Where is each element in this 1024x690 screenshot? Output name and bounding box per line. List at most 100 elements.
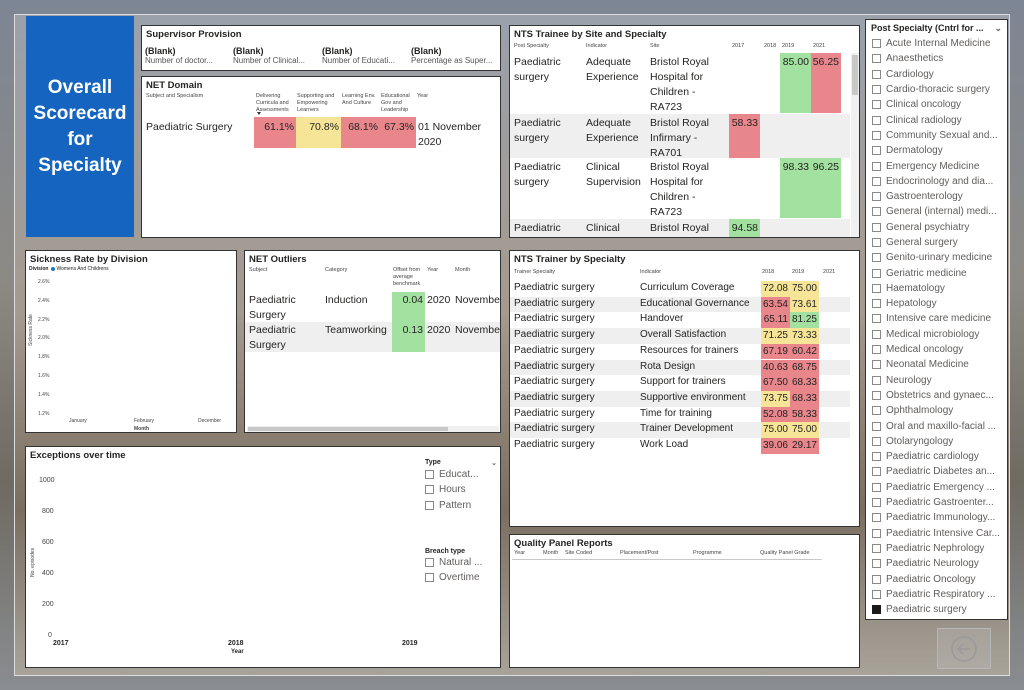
table-row[interactable]: Paediatric surgery Handover 65.11 81.25 xyxy=(510,312,850,329)
checkbox[interactable] xyxy=(872,222,881,232)
checkbox[interactable] xyxy=(872,513,881,523)
checkbox[interactable] xyxy=(872,360,881,370)
slicer-option[interactable]: Paediatric Nephrology xyxy=(872,541,1005,556)
checkbox[interactable] xyxy=(425,558,434,568)
column-header[interactable]: Quality Panel Grade xyxy=(760,550,810,556)
column-header[interactable]: Indicator xyxy=(640,269,662,275)
vertical-scrollbar[interactable] xyxy=(851,53,859,237)
checkbox[interactable] xyxy=(872,207,881,217)
table-row[interactable]: Paediatric surgery Rota Design 40.63 68.75 xyxy=(510,359,850,376)
type-option[interactable]: Hours xyxy=(425,482,497,497)
slicer-option[interactable]: Ophthalmology xyxy=(872,403,1005,418)
column-header[interactable]: 2018 xyxy=(764,43,777,49)
checkbox[interactable] xyxy=(872,314,881,324)
checkbox[interactable] xyxy=(425,500,434,510)
column-header[interactable]: Year xyxy=(417,93,429,99)
slicer-option[interactable]: Community Sexual and... xyxy=(872,128,1005,143)
column-header[interactable]: 2021 xyxy=(823,269,836,275)
legend-item[interactable]: Womens And Childrens xyxy=(56,266,109,272)
slicer-option[interactable]: Cardio-thoracic surgery xyxy=(872,82,1005,97)
table-row[interactable]: Paediatric surgery Resources for trainers… xyxy=(510,343,850,360)
slicer-option[interactable]: Paediatric surgery xyxy=(872,602,1005,617)
table-row[interactable]: Paediatric surgery Time for training 52.08… xyxy=(510,406,850,423)
checkbox[interactable] xyxy=(872,390,881,400)
table-row[interactable]: Paediatric surgery Support for trainers 67… xyxy=(510,375,850,391)
scroll-thumb[interactable] xyxy=(852,55,858,95)
slicer-option[interactable]: Emergency Medicine xyxy=(872,158,1005,173)
slicer-option[interactable]: Haematology xyxy=(872,281,1005,296)
column-header[interactable]: Programme xyxy=(693,550,722,556)
table-row[interactable]: Paediatric surgery Work Load 39.06 29.17 xyxy=(510,438,850,454)
table-row[interactable]: Paediatric surgery Adequate Experience B… xyxy=(510,53,850,114)
table-row[interactable]: Paediatric surgery Curriculum Coverage 72.… xyxy=(510,281,850,297)
slicer-option[interactable]: Oral and maxillo-facial ... xyxy=(872,418,1005,433)
chevron-down-icon[interactable]: ⌄ xyxy=(491,460,497,467)
checkbox[interactable] xyxy=(872,482,881,492)
slicer-option[interactable]: Hepatology xyxy=(872,296,1005,311)
column-header[interactable]: Post Specialty xyxy=(514,43,549,49)
column-header[interactable]: Learning Env. And Culture xyxy=(342,93,376,106)
checkbox[interactable] xyxy=(872,238,881,247)
column-header[interactable]: Site xyxy=(650,43,660,49)
table-row[interactable]: Paediatric surgery Educational Governance… xyxy=(510,296,850,313)
checkbox[interactable] xyxy=(872,605,881,615)
table-row[interactable]: Paediatric Surgery Induction 0.04 2020 N… xyxy=(245,292,500,322)
checkbox[interactable] xyxy=(872,54,881,64)
table-row[interactable]: Paediatric surgery Clinical Supervision … xyxy=(510,158,850,219)
checkbox[interactable] xyxy=(872,69,881,79)
slicer-option[interactable]: Dermatology xyxy=(872,143,1005,158)
checkbox[interactable] xyxy=(872,268,881,278)
slicer-option[interactable]: Gastroenterology xyxy=(872,189,1005,204)
checkbox[interactable] xyxy=(425,573,434,583)
checkbox[interactable] xyxy=(872,406,881,416)
slicer-option[interactable]: Paediatric Oncology xyxy=(872,571,1005,586)
slicer-option[interactable]: Clinical oncology xyxy=(872,97,1005,112)
slicer-option[interactable]: Paediatric Immunology... xyxy=(872,510,1005,525)
slicer-option[interactable]: Cardiology xyxy=(872,67,1005,82)
checkbox[interactable] xyxy=(872,299,881,309)
checkbox[interactable] xyxy=(872,345,881,355)
checkbox[interactable] xyxy=(872,559,881,569)
checkbox[interactable] xyxy=(872,85,881,95)
slicer-option[interactable]: Acute Internal Medicine xyxy=(872,36,1005,51)
slicer-option[interactable]: Paediatric Intensive Car... xyxy=(872,526,1005,541)
column-header[interactable]: 2019 xyxy=(792,269,805,275)
slicer-option[interactable]: Otolaryngology xyxy=(872,434,1005,449)
checkbox[interactable] xyxy=(872,100,881,110)
column-header[interactable]: Month xyxy=(455,267,471,273)
type-option[interactable]: Educat... xyxy=(425,467,497,482)
slicer-option[interactable]: Geriatric medicine xyxy=(872,265,1005,280)
checkbox[interactable] xyxy=(872,467,881,477)
column-header[interactable]: Category xyxy=(325,267,348,273)
scroll-thumb[interactable] xyxy=(248,427,448,431)
column-header[interactable]: Trainer Specialty xyxy=(514,269,556,275)
checkbox[interactable] xyxy=(425,485,434,495)
column-header[interactable]: Educational Gov and Leadership xyxy=(381,93,410,113)
slicer-option[interactable]: Anaesthetics xyxy=(872,51,1005,66)
slicer-option[interactable]: Neurology xyxy=(872,373,1005,388)
table-row[interactable]: Paediatric surgery Trainer Development 75.… xyxy=(510,422,850,438)
checkbox[interactable] xyxy=(872,253,881,263)
checkbox[interactable] xyxy=(872,161,881,171)
slicer-option[interactable]: Paediatric Gastroenter... xyxy=(872,495,1005,510)
table-row[interactable]: Paediatric surgery Adequate Experience B… xyxy=(510,114,850,159)
slicer-option[interactable]: Endocrinology and dia... xyxy=(872,174,1005,189)
column-header[interactable]: Placement/Post xyxy=(620,550,659,556)
slicer-option[interactable]: Obstetrics and gynaec... xyxy=(872,388,1005,403)
table-row[interactable]: Paediatric surgery Overall Satisfaction 71… xyxy=(510,328,850,344)
table-row[interactable]: Paediatric Surgery Teamworking 0.13 2020… xyxy=(245,322,500,352)
breach-option[interactable]: Natural ... xyxy=(425,555,497,570)
checkbox[interactable] xyxy=(872,574,881,584)
checkbox[interactable] xyxy=(425,470,434,480)
slicer-option[interactable]: Medical microbiology xyxy=(872,327,1005,342)
checkbox[interactable] xyxy=(872,375,881,385)
slicer-option[interactable]: Paediatric Respiratory ... xyxy=(872,587,1005,602)
checkbox[interactable] xyxy=(872,452,881,462)
slicer-option[interactable]: Paediatric Neurology xyxy=(872,556,1005,571)
column-header[interactable]: Subject and Specialism xyxy=(146,93,204,99)
column-header[interactable]: Subject xyxy=(249,267,268,273)
type-option[interactable]: Pattern xyxy=(425,498,497,513)
column-header[interactable]: Site Coded xyxy=(565,550,593,556)
column-header[interactable]: 2017 xyxy=(732,43,745,49)
checkbox[interactable] xyxy=(872,283,881,293)
